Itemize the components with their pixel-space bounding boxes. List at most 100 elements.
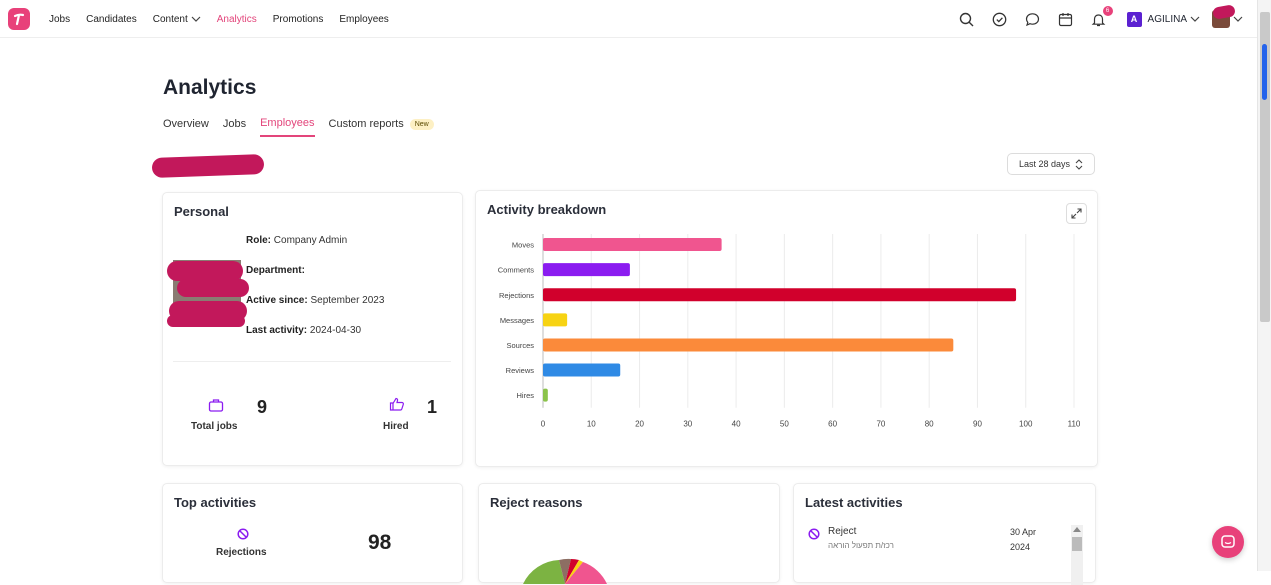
- total-jobs-label: Total jobs: [191, 421, 238, 432]
- x-tick-label: 80: [925, 420, 934, 429]
- main-nav: Jobs Candidates Content Analytics Promot…: [49, 0, 405, 38]
- user-avatar[interactable]: [1212, 10, 1230, 28]
- nav-item-employees[interactable]: Employees: [339, 14, 388, 25]
- top-activity-value: 98: [368, 531, 392, 554]
- personal-card-title: Personal: [174, 204, 229, 219]
- hired-label: Hired: [383, 421, 409, 432]
- bell-icon[interactable]: 6: [1091, 6, 1113, 27]
- bar-rejections[interactable]: [543, 288, 1017, 302]
- top-activities-title: Top activities: [174, 495, 257, 510]
- activity-card-title: Activity breakdown: [487, 202, 607, 217]
- chevron-down-icon: [1190, 16, 1200, 22]
- calendar-icon[interactable]: [1058, 11, 1074, 27]
- top-activities-card: Top activities Rejections 98: [162, 483, 463, 583]
- chevron-down-icon: [191, 16, 201, 22]
- role-value: Company Admin: [273, 235, 348, 246]
- company-avatar: A: [1126, 11, 1142, 27]
- tab-employees[interactable]: Employees: [260, 117, 315, 137]
- latest-activities-scrollbar[interactable]: [1071, 525, 1083, 585]
- activity-bar-chart: 0 10 20 30 40 50 60 70 80 90 100 110 Moves Comments Re…: [498, 234, 1081, 429]
- nav-item-label: Analytics: [216, 13, 257, 25]
- scrollbar-thumb[interactable]: [1072, 537, 1082, 551]
- nav-item-label: Jobs: [49, 13, 71, 25]
- search-icon[interactable]: [959, 11, 975, 27]
- hired-value: 1: [427, 397, 438, 417]
- nav-item-promotions[interactable]: Promotions: [273, 14, 324, 25]
- x-tick-label: 60: [828, 420, 837, 429]
- bar-sources[interactable]: [543, 338, 954, 352]
- latest-activity-item[interactable]: Reject רכז/ת תפעול הוראה: [808, 526, 1008, 550]
- total-jobs-value: 9: [257, 397, 268, 417]
- nav-item-candidates[interactable]: Candidates: [86, 14, 137, 25]
- y-category-label: Rejections: [499, 291, 534, 300]
- reject-icon: [808, 528, 820, 540]
- date-line: 30 Apr: [1010, 527, 1037, 537]
- latest-activity-date: 30 Apr 2024: [1010, 525, 1036, 555]
- company-switcher[interactable]: A AGILINA: [1126, 11, 1200, 27]
- y-category-label: Sources: [506, 341, 534, 350]
- nav-item-label: Promotions: [272, 13, 324, 25]
- latest-activities-title: Latest activities: [805, 495, 903, 510]
- y-category-label: Comments: [498, 266, 535, 275]
- bar-reviews[interactable]: [543, 363, 621, 377]
- new-badge: New: [409, 118, 434, 130]
- last-activity-label: Last activity:: [246, 325, 308, 336]
- nav-item-jobs[interactable]: Jobs: [49, 14, 70, 25]
- latest-activities-card: Latest activities Reject רכז/ת תפעול הור…: [793, 483, 1096, 585]
- chat-bubble-icon[interactable]: [1025, 11, 1041, 27]
- tab-custom-reports[interactable]: Custom reports: [328, 118, 404, 130]
- activity-breakdown-card: Activity breakdown 0 10 20 30 40 50 60 70 80 90 10…: [475, 190, 1098, 467]
- x-tick-label: 50: [780, 420, 789, 429]
- expand-icon: [1071, 208, 1082, 219]
- tab-jobs[interactable]: Jobs: [222, 118, 247, 130]
- x-tick-label: 0: [541, 420, 546, 429]
- expand-button[interactable]: [1066, 203, 1087, 224]
- check-circle-icon[interactable]: [992, 11, 1008, 27]
- latest-activity-job: רכז/ת תפעול הוראה: [828, 541, 894, 550]
- thumbs-up-icon: [389, 397, 404, 411]
- last-activity-row: Last activity: 2024-04-30: [246, 325, 361, 336]
- top-nav: Jobs Candidates Content Analytics Promot…: [0, 0, 1257, 38]
- scroll-up-icon[interactable]: [1073, 527, 1081, 532]
- redaction-mark: [167, 315, 245, 327]
- bar-moves[interactable]: [543, 238, 722, 252]
- active-since-label: Active since:: [246, 295, 308, 306]
- chevron-down-icon[interactable]: [1233, 15, 1243, 23]
- logo-icon: [13, 13, 25, 26]
- reject-reasons-card: Reject reasons: [478, 483, 780, 584]
- scrollbar-thumb[interactable]: [1260, 12, 1270, 322]
- nav-item-label: Content: [152, 13, 188, 25]
- last-activity-value: 2024-04-30: [309, 325, 362, 336]
- active-since-row: Active since: September 2023: [246, 295, 384, 306]
- top-activity-label: Rejections: [216, 547, 267, 558]
- x-tick-label: 10: [587, 420, 596, 429]
- bar-comments[interactable]: [543, 263, 630, 277]
- x-tick-label: 40: [732, 420, 741, 429]
- redacted-employee-name: [151, 154, 265, 178]
- bar-messages[interactable]: [543, 313, 568, 327]
- briefcase-icon: [208, 399, 224, 412]
- x-tick-label: 30: [683, 420, 692, 429]
- bar-hires[interactable]: [543, 388, 548, 402]
- tab-overview[interactable]: Overview: [163, 118, 209, 130]
- x-tick-label: 20: [635, 420, 644, 429]
- scroll-indicator[interactable]: [1262, 44, 1267, 100]
- role-row: Role: Company Admin: [246, 235, 347, 246]
- department-label: Department:: [246, 265, 305, 276]
- date-range-select[interactable]: Last 28 days: [1007, 153, 1095, 175]
- app-logo[interactable]: [8, 8, 30, 30]
- redaction-mark: [177, 279, 249, 297]
- date-line: 2024: [1010, 542, 1031, 552]
- y-category-label: Messages: [500, 316, 534, 325]
- pie-slice: [523, 560, 565, 584]
- date-range-value: Last 28 days: [1018, 159, 1071, 169]
- x-tick-label: 110: [1068, 420, 1081, 429]
- x-tick-label: 70: [876, 420, 885, 429]
- nav-item-analytics[interactable]: Analytics: [217, 14, 257, 25]
- page-scrollbar[interactable]: [1257, 0, 1271, 571]
- chat-support-button[interactable]: [1212, 526, 1244, 558]
- department-row: Department:: [246, 265, 305, 276]
- sort-arrows-icon: [1075, 158, 1083, 170]
- nav-item-content[interactable]: Content: [153, 14, 201, 25]
- company-name: AGILINA: [1147, 13, 1187, 25]
